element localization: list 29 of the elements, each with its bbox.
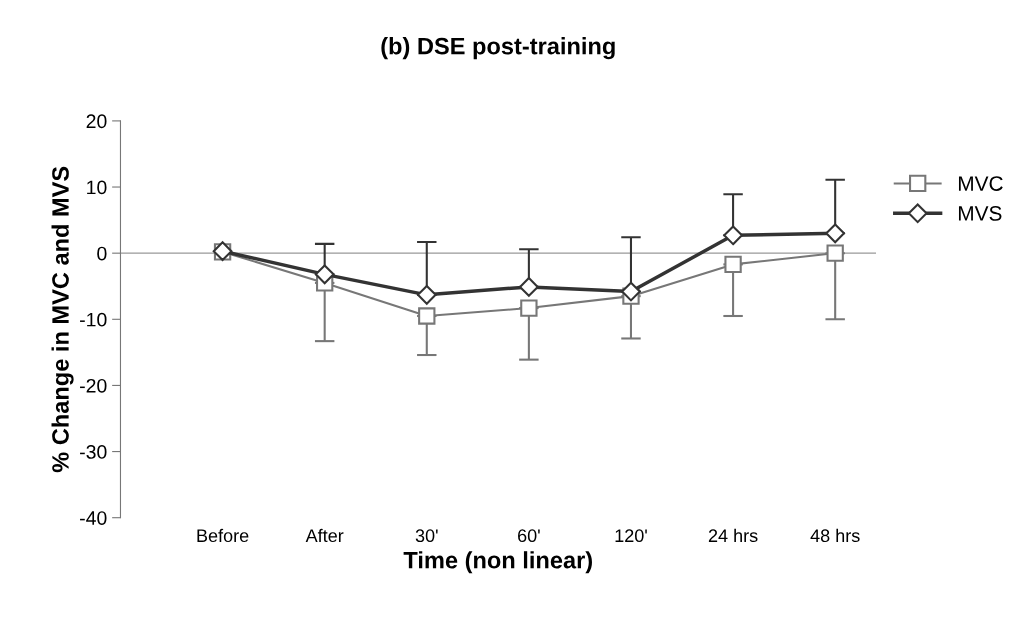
y-tick-label: -20 (80, 378, 107, 393)
y-tick-label: 0 (97, 246, 107, 261)
point (825, 223, 846, 244)
point (724, 255, 742, 274)
x-tick-label: 24 hrs (708, 528, 758, 543)
x-tick-label: After (305, 528, 344, 543)
x-tick-label: 48 hrs (810, 528, 860, 543)
point (621, 281, 641, 302)
x-axis-title: Time (non linear) (403, 551, 592, 574)
x-tick-label: 120' (615, 529, 647, 543)
y-tick-label: 20 (86, 114, 107, 129)
y-tick-label: 10 (87, 180, 107, 195)
point (418, 307, 436, 325)
x-tick-label: 30' (415, 529, 438, 543)
point (520, 299, 538, 317)
point (416, 284, 437, 305)
y-tick-label: -30 (80, 445, 107, 459)
y-axis-title: % Change in MVC and MVS (51, 166, 74, 473)
chart-title: (b) DSE post-training (381, 37, 615, 60)
legend-label: MVC (958, 176, 1003, 191)
point (519, 277, 539, 297)
y-tick-label: -10 (80, 312, 107, 327)
point (723, 225, 743, 246)
legend-label: MVS (958, 206, 1002, 221)
y-tick-label: -40 (80, 511, 107, 525)
point (314, 264, 335, 285)
x-tick-label: 60' (518, 529, 540, 543)
x-tick-label: Before (197, 528, 249, 543)
point (826, 244, 844, 262)
